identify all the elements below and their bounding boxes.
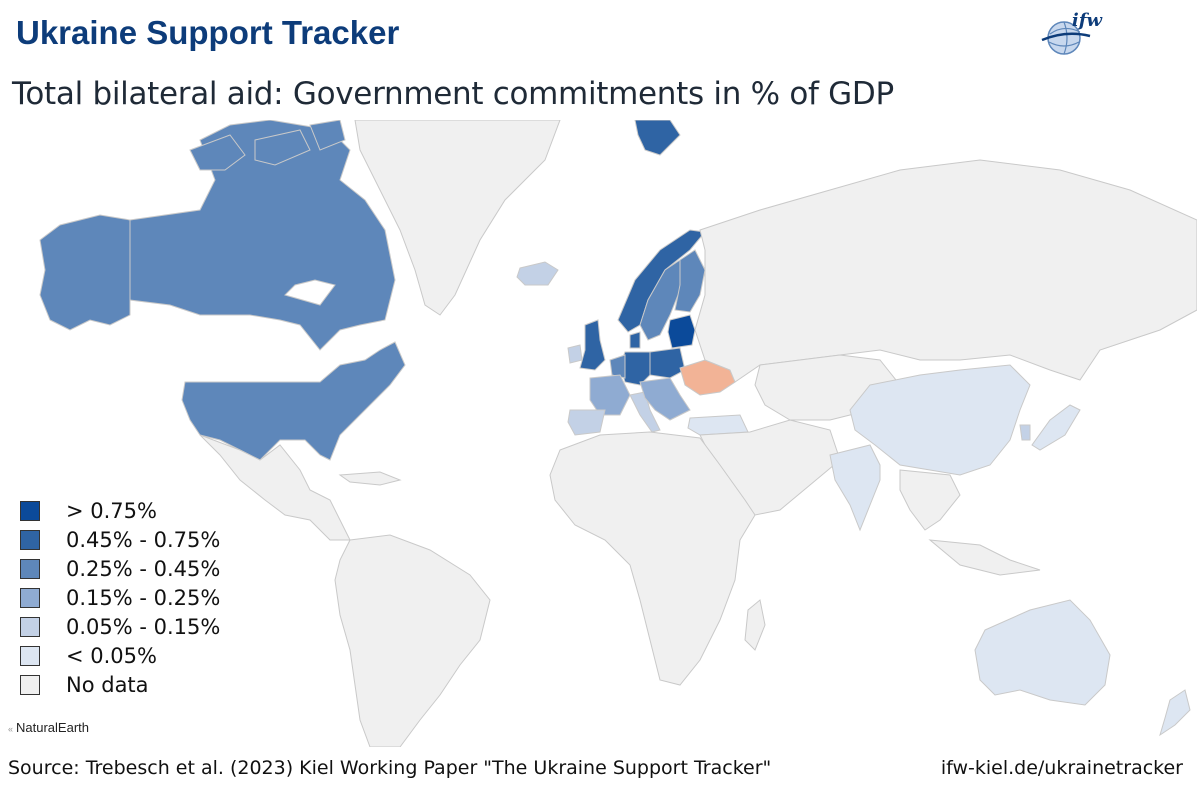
- legend-label: 0.05% - 0.15%: [66, 614, 221, 639]
- legend-swatch: [20, 645, 40, 666]
- legend-swatch: [20, 558, 40, 579]
- country-australia: [974, 599, 1111, 706]
- country-caribbean: [338, 471, 402, 486]
- country-greenland: [354, 119, 561, 316]
- legend-swatch: [20, 587, 40, 608]
- logo-text: ifw: [1071, 10, 1102, 31]
- map-attribution[interactable]: «NaturalEarth: [8, 720, 89, 735]
- country-india: [829, 444, 881, 532]
- legend-swatch: [20, 616, 40, 637]
- country-ireland: [567, 344, 583, 364]
- country-svalbard: [634, 119, 681, 156]
- country-new-zealand: [1159, 689, 1191, 737]
- map-subtitle: Total bilateral aid: Government commitme…: [12, 76, 894, 112]
- country-iberia: [567, 409, 606, 436]
- legend-swatch: [20, 529, 40, 550]
- globe-icon: [1041, 21, 1091, 55]
- legend-label: < 0.05%: [66, 643, 157, 668]
- page-title: Ukraine Support Tracker: [16, 14, 400, 51]
- country-canada-islands: [189, 119, 346, 171]
- country-china: [849, 364, 1031, 476]
- country-usa-alaska: [39, 214, 131, 331]
- legend-item: 0.25% - 0.45%: [20, 554, 220, 583]
- country-norway: [617, 229, 706, 333]
- legend-item: 0.45% - 0.75%: [20, 525, 220, 554]
- country-poland: [649, 347, 686, 379]
- country-south-america: [334, 534, 491, 748]
- attribution-text: NaturalEarth: [16, 720, 89, 735]
- country-usa: [181, 341, 406, 461]
- legend-label: No data: [66, 672, 149, 697]
- country-africa: [549, 431, 756, 686]
- legend-item: > 0.75%: [20, 496, 220, 525]
- country-madagascar: [744, 599, 766, 651]
- country-russia: [694, 159, 1197, 383]
- country-central-europe: [639, 377, 691, 421]
- legend-label: 0.45% - 0.75%: [66, 527, 221, 552]
- country-denmark: [629, 331, 641, 349]
- country-baltics: [667, 314, 696, 349]
- legend-item: < 0.05%: [20, 641, 220, 670]
- legend-swatch: [20, 674, 40, 695]
- country-mexico: [199, 434, 351, 541]
- world-map: [0, 119, 1197, 748]
- legend-label: > 0.75%: [66, 498, 157, 523]
- ifw-logo: ifw: [1040, 10, 1102, 58]
- country-france: [589, 374, 631, 416]
- site-link[interactable]: ifw-kiel.de/ukrainetracker: [940, 757, 1183, 779]
- country-turkey: [687, 414, 749, 436]
- source-text: Source: Trebesch et al. (2023) Kiel Work…: [8, 757, 772, 779]
- legend: > 0.75% 0.45% - 0.75% 0.25% - 0.45% 0.15…: [20, 496, 220, 699]
- country-iceland: [516, 261, 559, 286]
- legend-swatch: [20, 500, 40, 521]
- legend-label: 0.25% - 0.45%: [66, 556, 221, 581]
- country-finland: [674, 249, 706, 313]
- country-southeast-asia: [899, 469, 1041, 576]
- legend-item: No data: [20, 670, 220, 699]
- legend-label: 0.15% - 0.25%: [66, 585, 221, 610]
- country-canada: [129, 119, 396, 351]
- legend-item: 0.15% - 0.25%: [20, 583, 220, 612]
- country-benelux: [609, 354, 626, 379]
- country-japan: [1031, 404, 1081, 451]
- country-south-korea: [1019, 424, 1031, 441]
- legend-item: 0.05% - 0.15%: [20, 612, 220, 641]
- attribution-icon: «: [8, 724, 14, 734]
- country-uk: [579, 319, 606, 371]
